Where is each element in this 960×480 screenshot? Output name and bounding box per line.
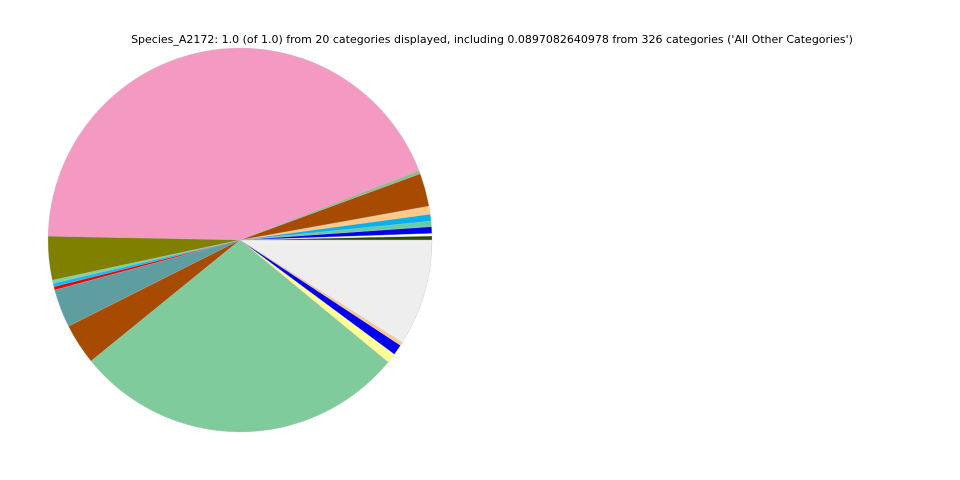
chart-title: Species_A2172: 1.0 (of 1.0) from 20 cate… (131, 33, 853, 46)
pie-slice (90, 239, 389, 433)
pie-slice (239, 239, 433, 343)
pie-slice (47, 47, 420, 241)
